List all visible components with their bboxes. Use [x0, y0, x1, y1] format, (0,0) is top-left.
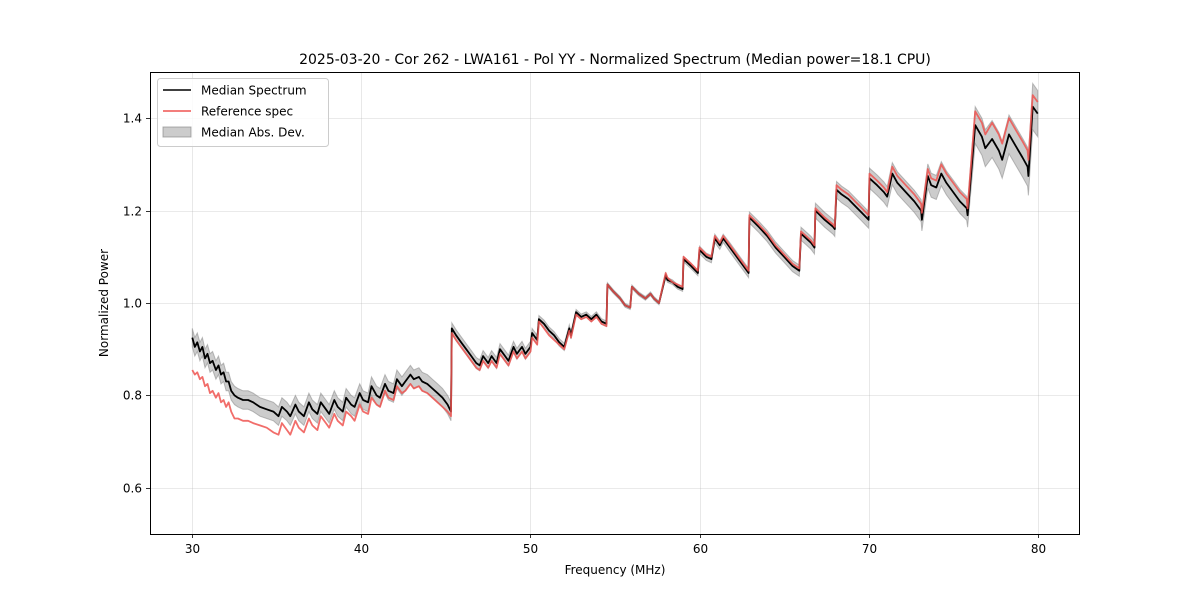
chart-title: 2025-03-20 - Cor 262 - LWA161 - Pol YY -…	[299, 52, 931, 68]
legend-label-mad: Median Abs. Dev.	[201, 126, 305, 140]
legend-label-reference: Reference spec	[201, 105, 293, 119]
x-axis: 30 40 50 60 70 80	[185, 534, 1046, 556]
y-tick-label: 1.4	[123, 112, 142, 126]
series-layer	[191, 94, 1039, 436]
x-tick-label: 50	[523, 542, 538, 556]
legend-swatch-mad	[162, 126, 192, 138]
median-spectrum-line	[191, 105, 1039, 418]
y-tick-label: 0.6	[123, 482, 142, 496]
legend: Median Spectrum Reference spec Median Ab…	[157, 78, 329, 147]
x-tick-label: 80	[1031, 542, 1046, 556]
y-axis-label: Normalized Power	[97, 249, 111, 357]
reference-spectrum-line	[191, 94, 1039, 436]
legend-label-median: Median Spectrum	[201, 84, 307, 98]
legend-box	[157, 78, 329, 147]
y-tick-label: 1.0	[123, 297, 142, 311]
x-axis-label: Frequency (MHz)	[565, 563, 666, 577]
x-tick-label: 70	[862, 542, 877, 556]
x-tick-label: 60	[693, 542, 708, 556]
x-tick-label: 40	[354, 542, 369, 556]
y-axis: 0.6 0.8 1.0 1.2 1.4	[123, 112, 150, 496]
y-tick-label: 1.2	[123, 205, 142, 219]
x-tick-label: 30	[185, 542, 200, 556]
plot-frame	[150, 72, 1080, 535]
y-tick-label: 0.8	[123, 389, 142, 403]
